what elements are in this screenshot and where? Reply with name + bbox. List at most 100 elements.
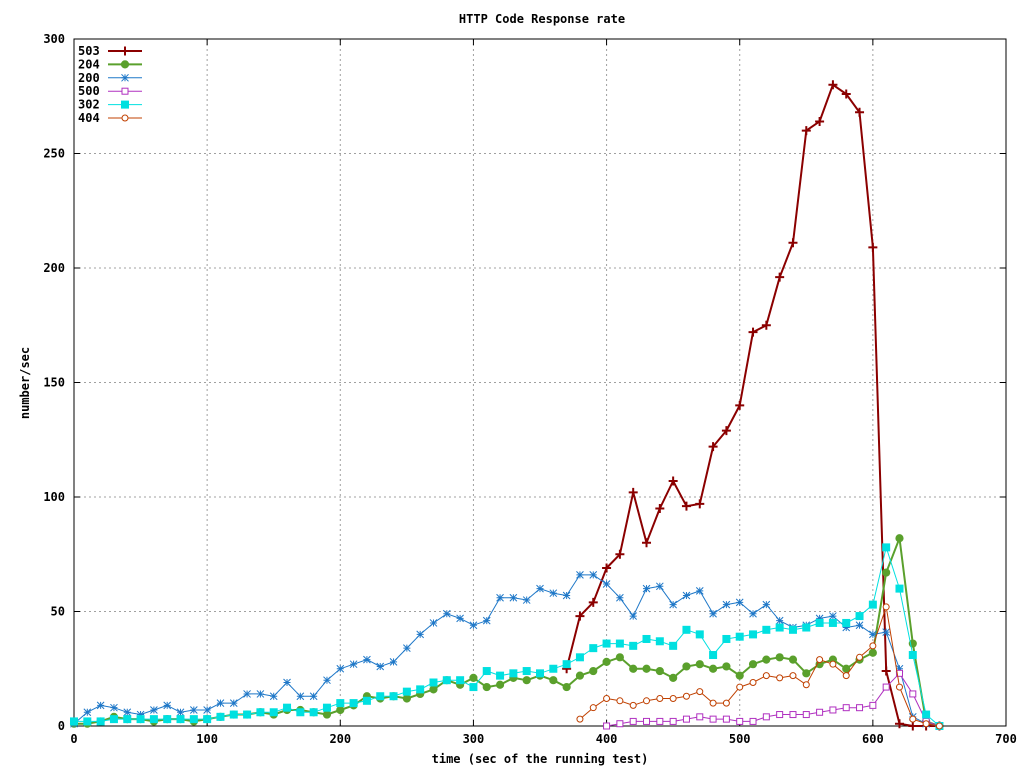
data-point-500 — [656, 717, 664, 725]
data-point-302 — [429, 678, 438, 687]
legend-marker-302 — [121, 100, 129, 109]
data-point-204 — [695, 660, 704, 669]
data-point-503 — [828, 80, 838, 90]
data-point-302 — [176, 715, 185, 724]
series-200 — [70, 571, 944, 730]
data-point-204 — [495, 680, 505, 689]
data-point-200 — [855, 621, 864, 630]
data-point-200 — [509, 593, 518, 602]
x-tick-label: 700 — [995, 732, 1017, 746]
data-point-302 — [855, 612, 864, 621]
data-point-200 — [735, 598, 744, 607]
data-point-302 — [682, 625, 691, 634]
x-tick-label: 0 — [70, 732, 77, 746]
data-point-503 — [628, 487, 638, 497]
data-point-503 — [668, 476, 678, 486]
data-point-500 — [682, 715, 690, 723]
data-point-302 — [669, 641, 678, 650]
data-point-302 — [322, 703, 331, 712]
data-point-200 — [895, 664, 904, 673]
data-point-302 — [189, 715, 198, 724]
data-point-200 — [496, 593, 504, 602]
data-point-200 — [669, 600, 677, 609]
data-point-204 — [402, 694, 411, 703]
series-302 — [70, 543, 944, 730]
data-point-204 — [322, 710, 332, 719]
data-point-200 — [216, 699, 225, 707]
data-point-302 — [868, 600, 877, 609]
data-point-200 — [229, 699, 238, 707]
data-point-302 — [203, 715, 212, 724]
legend-marker-200 — [121, 73, 129, 82]
data-point-500 — [709, 715, 717, 723]
chart-title: HTTP Code Response rate — [459, 12, 625, 26]
data-point-500 — [856, 704, 864, 712]
data-point-503 — [695, 499, 705, 509]
data-point-500 — [909, 690, 917, 698]
data-point-200 — [176, 708, 185, 717]
data-point-500 — [816, 708, 824, 716]
data-point-204 — [575, 671, 585, 680]
data-point-200 — [602, 580, 611, 588]
data-point-404 — [682, 692, 690, 700]
legend-label-204: 204 — [78, 57, 100, 71]
data-point-200 — [456, 614, 464, 623]
data-point-302 — [922, 710, 931, 719]
data-point-503 — [681, 501, 691, 511]
data-point-503 — [788, 238, 798, 248]
data-point-404 — [776, 674, 784, 682]
data-point-500 — [616, 720, 624, 728]
data-point-302 — [482, 667, 491, 676]
x-tick-label: 100 — [196, 732, 218, 746]
data-point-204 — [549, 676, 558, 685]
data-point-204 — [895, 534, 904, 543]
data-point-404 — [895, 683, 903, 691]
y-tick-label: 0 — [58, 719, 65, 733]
x-tick-label: 200 — [329, 732, 351, 746]
series-204 — [69, 534, 944, 731]
data-point-500 — [722, 715, 730, 723]
data-point-200 — [722, 600, 731, 609]
data-point-503 — [602, 563, 612, 573]
data-point-200 — [296, 692, 305, 701]
data-point-503 — [841, 89, 851, 99]
data-point-404 — [722, 699, 730, 707]
data-point-204 — [429, 685, 438, 694]
data-point-200 — [522, 596, 531, 604]
data-point-302 — [256, 708, 265, 717]
data-point-404 — [709, 699, 717, 707]
data-point-500 — [749, 717, 757, 725]
data-point-302 — [402, 687, 411, 696]
legend-label-404: 404 — [78, 111, 100, 125]
series-line-404 — [579, 606, 940, 727]
x-tick-label: 400 — [596, 732, 618, 746]
data-point-200 — [869, 630, 877, 639]
series-503 — [562, 80, 944, 731]
data-point-200 — [882, 628, 891, 636]
data-point-500 — [789, 711, 797, 719]
y-tick-label: 150 — [43, 376, 65, 390]
data-point-503 — [721, 426, 731, 436]
data-point-200 — [562, 591, 571, 600]
data-point-404 — [856, 653, 864, 661]
data-point-404 — [789, 672, 797, 680]
data-point-200 — [842, 623, 851, 632]
series-line-200 — [73, 574, 940, 727]
data-point-500 — [696, 713, 704, 721]
y-tick-label: 100 — [43, 490, 65, 504]
data-point-500 — [829, 706, 837, 714]
data-point-204 — [602, 657, 611, 666]
data-point-302 — [655, 637, 664, 646]
data-point-204 — [708, 664, 718, 673]
data-point-204 — [469, 673, 478, 683]
data-point-302 — [496, 671, 505, 680]
data-point-404 — [616, 697, 624, 705]
data-point-204 — [868, 648, 877, 657]
data-point-200 — [83, 708, 92, 717]
data-point-500 — [802, 711, 810, 719]
data-point-200 — [429, 619, 438, 627]
data-point-200 — [709, 609, 717, 618]
x-axis-label: time (sec of the running test) — [432, 752, 649, 766]
data-point-302 — [882, 543, 891, 552]
data-point-404 — [629, 701, 637, 709]
